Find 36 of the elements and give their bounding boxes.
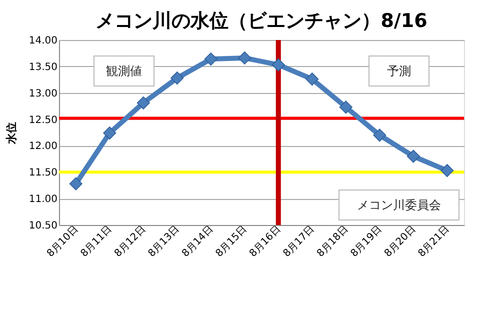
y-tick-label: 11.50: [28, 168, 58, 179]
x-tick-label: 8月17日: [281, 224, 317, 260]
point: [406, 150, 420, 163]
point: [272, 58, 285, 72]
point: [440, 164, 454, 178]
point: [103, 126, 116, 140]
point: [339, 100, 352, 114]
point: [373, 128, 386, 142]
x-tick-label: 8月13日: [146, 224, 182, 260]
y-axis-title: 水位: [4, 122, 18, 145]
y-tick-label: 13.50: [28, 62, 58, 73]
x-tick-label: 8月20日: [382, 224, 418, 260]
x-tick-label: 8月21日: [416, 224, 452, 260]
annotation: 予測: [387, 64, 411, 78]
annotation: メコン川委員会: [357, 198, 441, 212]
y-tick-label: 10.50: [28, 220, 58, 232]
x-tick-label: 8月12日: [112, 224, 148, 260]
point: [69, 177, 82, 190]
y-tick-label: 12.00: [28, 141, 58, 152]
chart-title: メコン川の水位（ビエンチャン）8/16: [96, 10, 428, 32]
x-tick-label: 8月16日: [248, 224, 284, 260]
point: [238, 51, 252, 64]
point: [136, 96, 150, 110]
point: [306, 72, 319, 86]
x-tick-label: 8月19日: [348, 224, 384, 260]
point: [204, 52, 218, 66]
annotation: 観測値: [106, 64, 142, 78]
y-tick-label: 14.00: [28, 36, 58, 46]
x-tick-label: 8月15日: [214, 224, 250, 260]
x-tick-label: 8月14日: [180, 224, 216, 260]
x-tick-label: 8月18日: [315, 224, 351, 260]
y-tick-label: 13.00: [28, 88, 58, 100]
x-tick-label: 8月11日: [78, 224, 114, 260]
y-tick-label: 11.00: [28, 194, 58, 206]
y-tick-label: 12.50: [28, 114, 58, 126]
point: [170, 72, 184, 85]
